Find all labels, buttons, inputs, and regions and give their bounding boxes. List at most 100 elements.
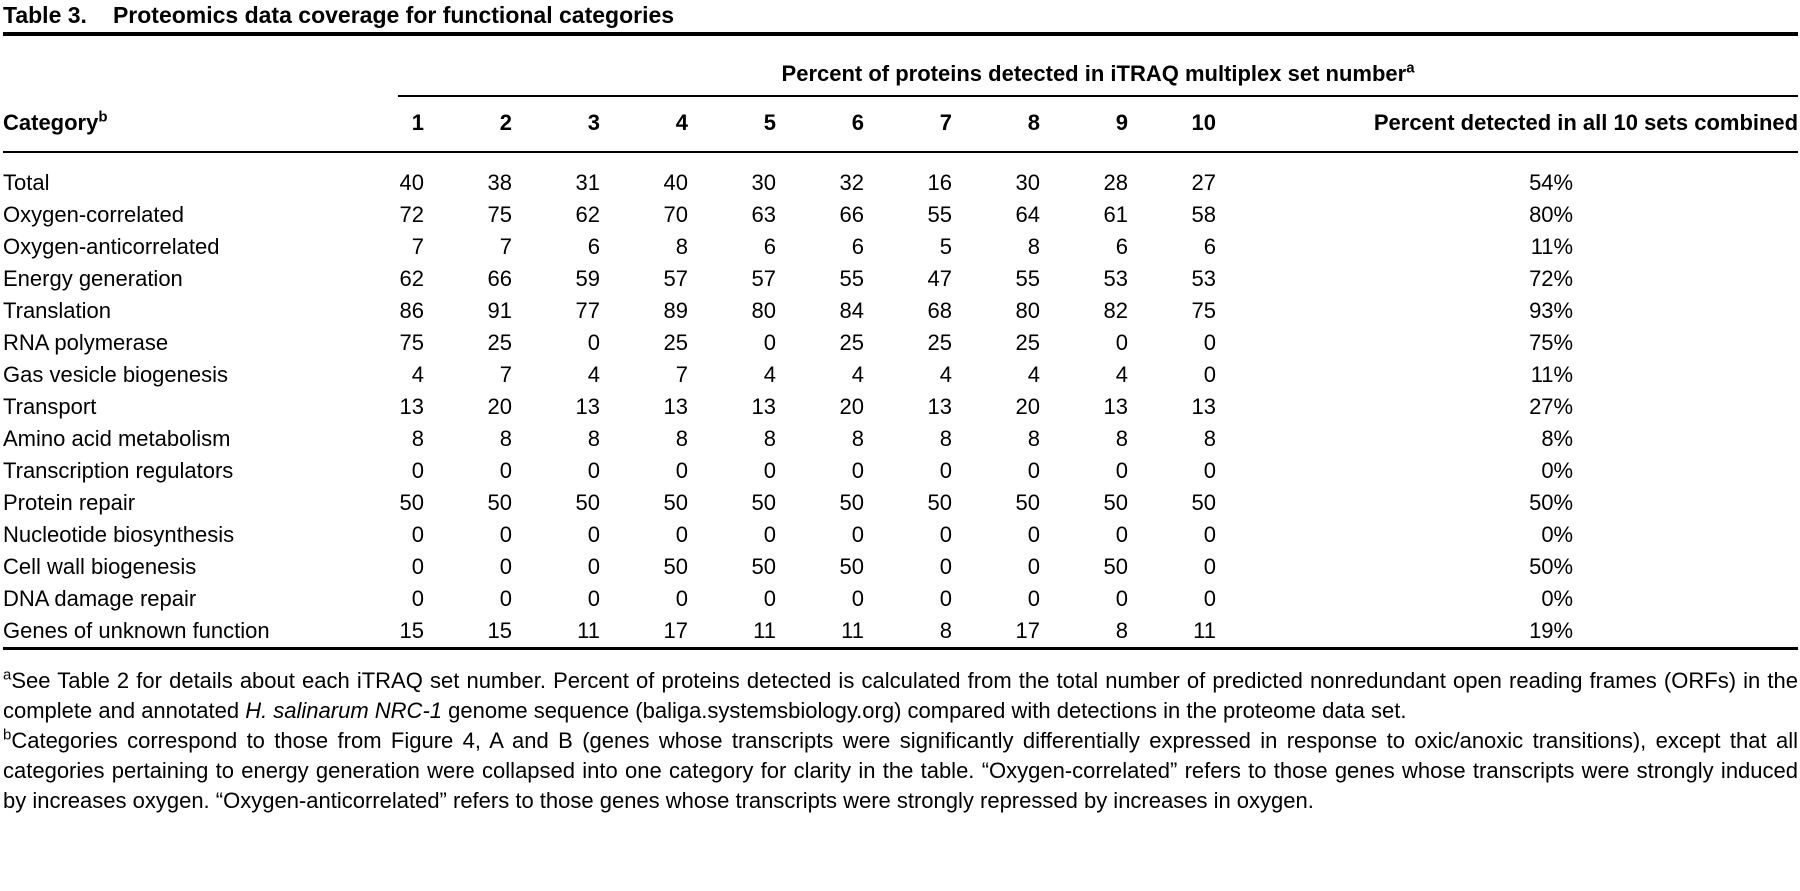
value-cell: 11 xyxy=(841,618,864,643)
value-cell: 84 xyxy=(839,298,864,323)
value-cell: 13 xyxy=(927,394,952,419)
value-cell: 8 xyxy=(499,426,512,451)
footnote-a-marker: a xyxy=(3,666,12,684)
value-cell: 0 xyxy=(939,554,952,579)
value-cell: 8 xyxy=(1203,426,1216,451)
value-cell: 0 xyxy=(1203,554,1216,579)
set-column-header: 9 xyxy=(1040,97,1128,153)
table-row: Translation 86 91 77 89 80 84 68 80 82 75 93% xyxy=(3,295,1798,327)
table-caption: Table 3. Proteomics data coverage for fun… xyxy=(3,2,1798,36)
footnote-a-marker-ref: a xyxy=(1406,59,1415,77)
combined-percent-cell: 50% xyxy=(1529,490,1574,515)
set-column-header: 1 xyxy=(336,97,424,153)
footnote-b-marker-ref: b xyxy=(98,108,108,126)
value-cell: 50 xyxy=(1103,490,1128,515)
category-cell: Total xyxy=(3,170,50,195)
combined-percent-cell: 50% xyxy=(1529,554,1574,579)
value-cell: 64 xyxy=(1015,202,1040,227)
value-cell: 0 xyxy=(1027,586,1040,611)
value-cell: 0 xyxy=(763,522,776,547)
value-cell: 8 xyxy=(939,426,952,451)
value-cell: 7 xyxy=(411,234,424,259)
value-cell: 50 xyxy=(1103,554,1128,579)
spanner-header-text: Percent of proteins detected in iTRAQ mu… xyxy=(781,61,1407,86)
table-row: Oxygen-correlated 72 75 62 70 63 66 55 64 61 58 80% xyxy=(3,199,1798,231)
category-cell: Nucleotide biosynthesis xyxy=(3,522,235,547)
value-cell: 0 xyxy=(763,330,776,355)
table-row: Transport 13 20 13 13 13 20 13 20 13 13 27% xyxy=(3,391,1798,423)
combined-percent-cell: 11% xyxy=(1530,362,1574,387)
value-cell: 50 xyxy=(1191,490,1216,515)
value-cell: 0 xyxy=(499,458,512,483)
value-cell: 0 xyxy=(411,458,424,483)
table-row: Protein repair 50 50 50 50 50 50 50 50 50 50 50% xyxy=(3,487,1798,519)
value-cell: 6 xyxy=(1203,234,1216,259)
value-cell: 0 xyxy=(1115,330,1128,355)
value-cell: 13 xyxy=(399,394,424,419)
value-cell: 0 xyxy=(763,458,776,483)
combined-percent-cell: 72% xyxy=(1529,266,1574,291)
value-cell: 86 xyxy=(399,298,424,323)
value-cell: 75 xyxy=(487,202,512,227)
set-column-header: 6 xyxy=(776,97,864,153)
table-row: DNA damage repair 0 0 0 0 0 0 0 0 0 0 0% xyxy=(3,583,1798,615)
value-cell: 6 xyxy=(1115,234,1128,259)
value-cell: 53 xyxy=(1191,266,1216,291)
value-cell: 0 xyxy=(411,586,424,611)
value-cell: 57 xyxy=(663,266,688,291)
value-cell: 0 xyxy=(1203,522,1216,547)
category-cell: Protein repair xyxy=(3,490,136,515)
footnote-a-text-end: genome sequence (baliga.systemsbiology.o… xyxy=(442,698,1407,723)
category-cell: Genes of unknown function xyxy=(3,618,270,643)
value-cell: 70 xyxy=(663,202,688,227)
combined-percent-cell: 8% xyxy=(1541,426,1574,451)
value-cell: 0 xyxy=(939,586,952,611)
category-cell: Oxygen-anticorrelated xyxy=(3,234,220,259)
value-cell: 40 xyxy=(399,170,424,195)
value-cell: 6 xyxy=(851,234,864,259)
value-cell: 8 xyxy=(851,426,864,451)
value-cell: 68 xyxy=(927,298,952,323)
value-cell: 77 xyxy=(575,298,600,323)
value-cell: 50 xyxy=(839,554,864,579)
value-cell: 8 xyxy=(763,426,776,451)
value-cell: 0 xyxy=(851,458,864,483)
footnote-b: bCategories correspond to those from Fig… xyxy=(3,726,1798,816)
value-cell: 57 xyxy=(751,266,776,291)
value-cell: 8 xyxy=(587,426,600,451)
value-cell: 0 xyxy=(499,554,512,579)
value-cell: 25 xyxy=(1015,330,1040,355)
value-cell: 63 xyxy=(751,202,776,227)
spanner-spacer-cell xyxy=(3,36,336,97)
value-cell: 20 xyxy=(487,394,512,419)
value-cell: 0 xyxy=(1203,458,1216,483)
category-column-header: Categoryb xyxy=(3,97,336,153)
footnote-b-text: Categories correspond to those from Figu… xyxy=(3,728,1798,813)
set-column-header: 7 xyxy=(864,97,952,153)
footnote-a-text: See Table 2 for details about each iTRAQ… xyxy=(3,668,1798,723)
category-cell: Transport xyxy=(3,394,97,419)
value-cell: 4 xyxy=(1027,362,1040,387)
value-cell: 0 xyxy=(411,522,424,547)
value-cell: 0 xyxy=(1027,554,1040,579)
value-cell: 28 xyxy=(1103,170,1128,195)
combined-percent-cell: 0% xyxy=(1541,522,1574,547)
value-cell: 4 xyxy=(587,362,600,387)
combined-percent-cell: 54% xyxy=(1529,170,1574,195)
value-cell: 0 xyxy=(763,586,776,611)
table-title-text: Proteomics data coverage for functional … xyxy=(112,2,675,28)
value-cell: 0 xyxy=(1115,522,1128,547)
combined-percent-cell: 0% xyxy=(1541,458,1574,483)
value-cell: 11 xyxy=(1193,618,1216,643)
value-cell: 27 xyxy=(1191,170,1216,195)
value-cell: 80 xyxy=(1015,298,1040,323)
value-cell: 55 xyxy=(927,202,952,227)
footnote-a-italic-organism: H. salinarum NRC-1 xyxy=(245,698,443,723)
table-row: Transcription regulators 0 0 0 0 0 0 0 0 0 0 0% xyxy=(3,455,1798,487)
category-cell: Oxygen-correlated xyxy=(3,202,184,227)
category-cell: Transcription regulators xyxy=(3,458,234,483)
value-cell: 47 xyxy=(927,266,952,291)
table-row: RNA polymerase 75 25 0 25 0 25 25 25 0 0 75% xyxy=(3,327,1798,359)
combined-percent-cell: 0% xyxy=(1541,586,1574,611)
